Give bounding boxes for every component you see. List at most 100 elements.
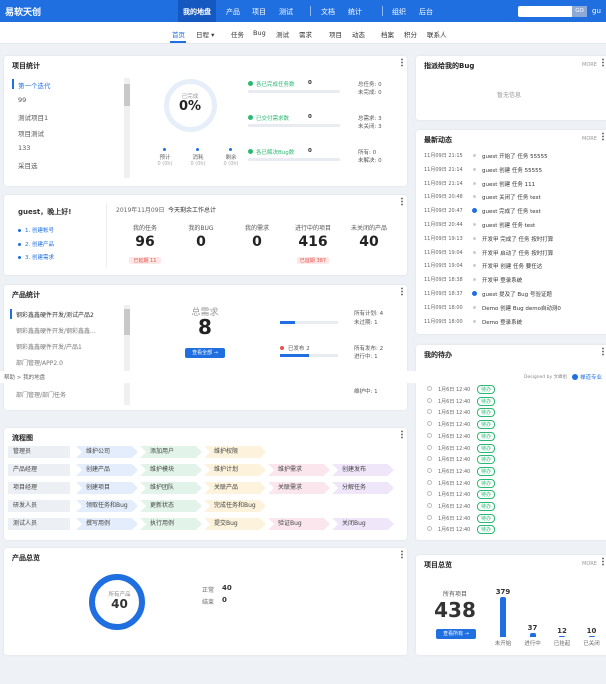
breadcrumb[interactable]: 帮助 > 我的地盘 <box>4 375 46 381</box>
sub-nav-item[interactable]: 项目 <box>329 31 342 39</box>
flow-step[interactable]: 维护公司 <box>76 446 138 458</box>
activity-text[interactable]: guest 创建 任务 111 <box>482 181 536 188</box>
flow-step[interactable]: 更新状态 <box>140 500 202 512</box>
activity-text[interactable]: 开发甲 登录系统 <box>482 278 523 285</box>
todo-check[interactable] <box>427 526 432 532</box>
activity-text[interactable]: guest 提及了 Bug 号验证题 <box>482 292 552 298</box>
step-item[interactable]: 3. 创建需求 <box>25 255 54 261</box>
search-button[interactable]: GO <box>572 6 587 17</box>
activity-text[interactable]: guest 创建 任务 55555 <box>482 167 543 174</box>
product-item[interactable]: 钢彩鑫鑫硬件开发/测试产品2 <box>16 312 94 319</box>
flow-step[interactable]: 创建发布 <box>332 464 394 476</box>
step-item[interactable]: 2. 创建产品 <box>25 241 54 248</box>
panel-menu[interactable] <box>600 58 606 67</box>
todo-check[interactable] <box>427 491 432 497</box>
view-all-button[interactable]: 查看所有 → <box>436 629 476 639</box>
flow-step[interactable]: 完成任务和Bug <box>204 500 266 512</box>
flow-step[interactable]: 执行用例 <box>140 518 202 530</box>
todo-check[interactable] <box>427 503 432 508</box>
activity-text[interactable]: Demo 创建 Bug demo自动测0 <box>482 305 561 312</box>
more-link[interactable]: MORE <box>582 561 597 567</box>
project-item[interactable]: 133 <box>18 144 31 152</box>
flow-step[interactable]: 验证Bug <box>268 518 330 530</box>
more-link[interactable]: MORE <box>582 62 597 68</box>
nav-item[interactable]: 项目 <box>252 8 266 16</box>
panel-menu[interactable] <box>399 287 405 296</box>
sub-nav-item[interactable]: Bug <box>253 29 266 37</box>
flow-step[interactable]: 创建项目 <box>76 482 138 494</box>
activity-text[interactable]: Demo 登录系统 <box>482 319 523 326</box>
product-item[interactable]: 部门管理/APP2.0 <box>16 360 63 367</box>
activity-text[interactable]: guest 开始了 任务 55555 <box>482 154 548 160</box>
flow-step[interactable]: 分解任务 <box>332 482 394 494</box>
todo-check[interactable] <box>427 479 432 485</box>
flow-step[interactable]: 提交Bug <box>204 518 266 530</box>
sub-nav-item[interactable]: 积分 <box>404 31 417 39</box>
project-item[interactable]: 采目选 <box>18 162 38 170</box>
panel-menu[interactable] <box>399 58 405 67</box>
panel-menu[interactable] <box>399 197 405 206</box>
todo-check[interactable] <box>427 514 432 520</box>
nav-item[interactable]: 文档 <box>321 8 335 16</box>
todo-check[interactable] <box>427 421 432 427</box>
nav-item[interactable]: 测试 <box>279 8 293 16</box>
todo-check[interactable] <box>427 386 432 391</box>
project-item[interactable]: 测试项目1 <box>18 114 49 122</box>
nav-item[interactable]: 后台 <box>419 8 433 16</box>
activity-text[interactable]: 开发甲 完成了 任务 按时打算 <box>482 236 554 243</box>
flow-step[interactable]: 维护需求 <box>268 464 330 476</box>
sub-nav-item[interactable]: 首页 <box>172 31 185 39</box>
flow-step[interactable]: 撰写用例 <box>76 518 138 530</box>
nav-item[interactable]: 我的地盘 <box>183 8 211 16</box>
sub-nav-item[interactable]: 任务 <box>231 31 244 39</box>
nav-item[interactable]: 产品 <box>226 8 240 16</box>
panel-menu[interactable] <box>600 132 606 141</box>
activity-text[interactable]: guest 关闭了 任务 test <box>482 195 541 202</box>
legend-value: 0 <box>222 596 227 604</box>
sub-nav-item[interactable]: 日程 ▾ <box>196 31 215 39</box>
sub-nav-item[interactable]: 动态 <box>352 31 365 39</box>
step-item[interactable]: 1. 创建帐号 <box>25 228 54 234</box>
nav-item[interactable]: 组织 <box>392 8 406 16</box>
activity-text[interactable]: 开发甲 启动了 任务 按时打算 <box>482 250 554 257</box>
todo-check[interactable] <box>427 444 432 450</box>
view-all-button[interactable]: 查看全部 → <box>185 348 225 358</box>
product-item[interactable]: 部门管理/部门任务 <box>16 392 67 399</box>
flow-step[interactable]: 关联需求 <box>268 482 330 494</box>
user-name[interactable]: gu <box>592 7 601 15</box>
sub-nav-item[interactable]: 测试 <box>276 31 289 39</box>
panel-menu[interactable] <box>399 550 405 559</box>
project-item[interactable]: 项目测试 <box>18 130 44 138</box>
flow-step[interactable]: 维护团队 <box>140 482 202 494</box>
todo-check[interactable] <box>427 397 432 403</box>
todo-check[interactable] <box>427 432 432 438</box>
sub-nav-item[interactable]: 档案 <box>381 31 394 39</box>
product-item[interactable]: 钢彩鑫鑫硬件开发/钢彩鑫鑫... <box>16 328 96 335</box>
flow-step[interactable]: 关闭Bug <box>332 518 394 530</box>
flow-step[interactable]: 添加用户 <box>140 446 202 458</box>
sub-nav-item[interactable]: 联系人 <box>427 31 447 39</box>
todo-check[interactable] <box>427 409 432 415</box>
project-item[interactable]: 第一个迭代 <box>18 82 51 90</box>
panel-menu[interactable] <box>600 557 606 566</box>
search-box[interactable] <box>518 6 573 17</box>
activity-text[interactable]: guest 完成了 任务 test <box>482 209 541 216</box>
panel-menu[interactable] <box>399 430 405 439</box>
activity-text[interactable]: guest 创建 任务 test <box>482 223 536 229</box>
panel-menu[interactable] <box>600 347 606 356</box>
activity-text[interactable]: 开发甲 创建 任务 要任达 <box>482 264 543 271</box>
flow-step[interactable]: 维护模块 <box>140 464 202 476</box>
todo-check[interactable] <box>427 467 432 473</box>
flow-step[interactable]: 创建产品 <box>76 464 138 476</box>
flow-step[interactable]: 关联产品 <box>204 482 266 494</box>
group-stat: 未关闭: 3 <box>358 124 382 130</box>
sub-nav-item[interactable]: 需求 <box>299 31 312 39</box>
flow-step[interactable]: 维护计划 <box>204 464 266 476</box>
todo-check[interactable] <box>427 456 432 462</box>
project-item[interactable]: 99 <box>18 96 27 104</box>
product-item[interactable]: 钢彩鑫鑫硬件开发/产品1 <box>16 344 82 351</box>
nav-item[interactable]: 统计 <box>348 8 362 16</box>
flow-step[interactable]: 维护权限 <box>204 446 266 458</box>
more-link[interactable]: MORE <box>582 136 597 142</box>
flow-step[interactable]: 领取任务和Bug <box>76 500 138 512</box>
